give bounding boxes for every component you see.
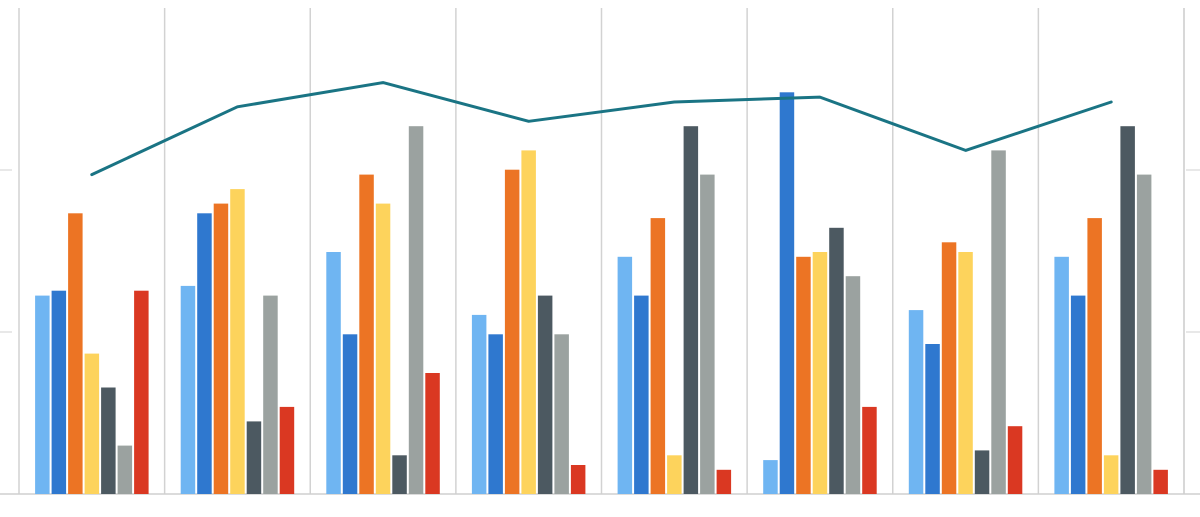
bar-series-2-group-1 (51, 290, 67, 494)
bar-series-7-group-5 (716, 469, 732, 494)
bar-series-3-group-1 (68, 213, 83, 495)
bar-series-7-group-8 (1153, 469, 1168, 494)
bar-series-4-group-6 (812, 252, 828, 494)
bar-series-5-group-6 (829, 227, 844, 495)
bar-series-2-group-7 (925, 344, 940, 494)
bar-series-4-group-7 (958, 252, 973, 494)
bar-series-3-group-5 (650, 218, 666, 494)
bar-series-5-group-4 (537, 295, 553, 494)
bar-series-5-group-1 (101, 387, 116, 494)
bar-series-3-group-8 (1087, 218, 1102, 494)
bar-series-4-group-2 (230, 189, 245, 494)
line-layer (90, 81, 1113, 177)
bar-series-5-group-5 (683, 126, 699, 494)
bar-series-3-group-2 (213, 203, 229, 494)
bar-series-6-group-1 (117, 445, 133, 494)
bar-series-1-group-7 (908, 310, 924, 494)
bar-series-1-group-6 (763, 460, 778, 494)
bar-series-3-group-3 (359, 174, 374, 494)
bar-series-2-group-4 (488, 334, 503, 494)
bar-series-6-group-4 (554, 334, 569, 494)
bar-series-7-group-2 (279, 406, 295, 494)
bar-series-5-group-7 (974, 450, 990, 494)
bar-series-6-group-7 (991, 150, 1006, 494)
line-series (90, 81, 1113, 177)
grid-layer (0, 8, 1200, 495)
bar-series-2-group-5 (634, 295, 649, 494)
bar-series-4-group-8 (1103, 455, 1119, 494)
bar-series-1-group-8 (1054, 256, 1069, 494)
bar-series-2-group-6 (779, 92, 795, 495)
bar-series-4-group-1 (84, 353, 100, 494)
bar-series-7-group-4 (570, 465, 586, 494)
bar-series-6-group-5 (700, 174, 715, 494)
bar-series-1-group-5 (617, 256, 633, 494)
bar-series-6-group-6 (845, 276, 861, 494)
bar-series-1-group-2 (180, 285, 196, 494)
bar-series-2-group-2 (197, 213, 212, 495)
bar-series-2-group-3 (342, 334, 358, 494)
bar-series-6-group-3 (408, 126, 424, 494)
bar-series-3-group-4 (504, 169, 520, 494)
bar-series-7-group-6 (862, 406, 877, 494)
bars-layer (35, 92, 1168, 495)
bar-series-5-group-3 (392, 455, 407, 494)
bar-series-3-group-6 (796, 256, 811, 494)
bar-series-2-group-8 (1070, 295, 1086, 494)
bar-series-7-group-3 (425, 373, 440, 494)
bar-series-1-group-3 (326, 252, 341, 494)
bar-series-1-group-1 (35, 295, 50, 494)
bar-series-3-group-7 (941, 242, 957, 494)
bar-series-7-group-1 (134, 290, 149, 494)
bar-series-5-group-2 (246, 421, 262, 494)
bar-series-6-group-8 (1136, 174, 1152, 494)
bar-series-4-group-5 (667, 455, 682, 494)
bar-series-1-group-4 (471, 314, 487, 494)
bar-series-5-group-8 (1120, 126, 1135, 494)
bar-series-4-group-4 (521, 150, 536, 494)
bar-series-7-group-7 (1007, 426, 1023, 494)
bar-series-6-group-2 (263, 295, 278, 494)
bar-series-4-group-3 (375, 203, 391, 494)
